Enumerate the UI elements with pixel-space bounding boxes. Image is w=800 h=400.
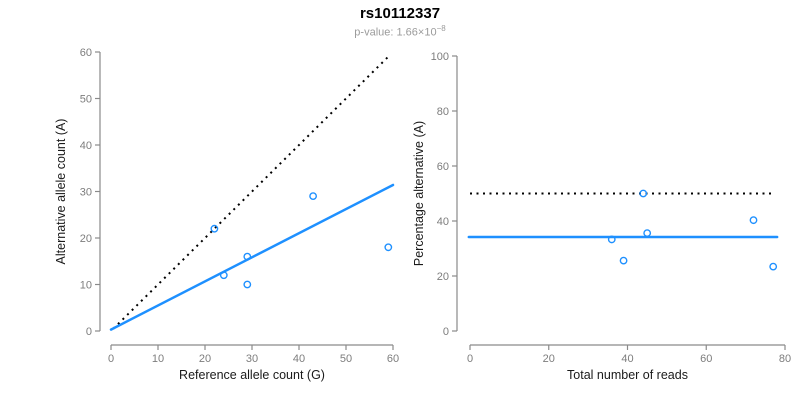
right-plot: 0 20 40 60 80 100 0 20 40 60 80 Total number of rea… (412, 51, 791, 382)
left-plot-data-point (309, 192, 317, 201)
left-plot-y-tick-label: 60 (80, 47, 92, 59)
p-value-exponent: −8 (436, 23, 446, 33)
left-plot-y-tick-label: 0 (86, 326, 92, 338)
right-plot-data-point (607, 235, 616, 244)
p-value-text: p-value: 1.66×10 (354, 26, 437, 39)
right-plot-data-point (643, 229, 652, 238)
plot-subtitle: p-value: 1.66×10−8 (0, 23, 800, 39)
right-plot-data-point (619, 256, 628, 265)
left-plot-y-tick-label: 20 (80, 233, 92, 245)
left-plot-x-tick-label: 40 (293, 353, 305, 365)
right-plot-y-tick-label: 60 (437, 161, 449, 173)
right-plot-y-tick-label: 40 (437, 216, 449, 228)
right-plot-y-tick-label: 20 (437, 271, 449, 283)
left-plot-data-point (210, 224, 219, 233)
left-plot-x-tick-label: 0 (108, 353, 114, 365)
identity-line (112, 55, 390, 330)
left-plot-y-tick-label: 50 (80, 93, 92, 105)
left-plot-x-tick-label: 10 (152, 353, 164, 365)
right-plot-y-label: Percentage alternative (A) (412, 121, 426, 266)
right-plot-x-tick-label: 80 (779, 353, 791, 365)
right-plot-x-tick-label: 20 (543, 353, 555, 365)
right-plot-x-label: Total number of reads (567, 368, 688, 382)
left-plot-x-label: Reference allele count (G) (179, 368, 325, 382)
right-plot-y-tick-label: 100 (431, 51, 449, 63)
left-plot-data-point (219, 271, 228, 280)
left-plot-y-tick-label: 40 (80, 140, 92, 152)
right-plot-x-tick-label: 0 (467, 353, 473, 365)
left-plot-x-tick-label: 50 (340, 353, 352, 365)
left-plot-data-point (243, 252, 252, 261)
right-plot-data-point (769, 262, 778, 271)
left-plot-data-point (243, 280, 252, 289)
left-plot-x-tick-label: 60 (387, 353, 399, 365)
right-plot-y-tick-label: 0 (443, 326, 449, 338)
fit-line (109, 183, 395, 331)
left-plot-x-tick-label: 30 (246, 353, 258, 365)
right-plot-data-point (749, 216, 758, 225)
left-plot-data-point (384, 243, 393, 252)
left-plot-x-tick-label: 20 (199, 353, 211, 365)
plot-title: rs10112337 (359, 5, 441, 22)
right-plot-x-tick-label: 60 (700, 353, 712, 365)
left-plot-y-label: Alternative allele count (A) (54, 119, 68, 265)
right-plot-y-tick-label: 80 (437, 106, 449, 118)
left-plot-y-tick-label: 10 (80, 279, 92, 291)
left-plot-y-tick-label: 30 (80, 186, 92, 198)
right-plot-x-tick-label: 40 (621, 353, 633, 365)
right-plot-data-point (639, 189, 648, 198)
figure-header: rs10112337 p-value: 1.66×10−8 (0, 5, 800, 39)
left-plot: 0 10 20 30 40 50 60 0 10 20 30 40 50 60 Reference alle… (54, 47, 399, 382)
